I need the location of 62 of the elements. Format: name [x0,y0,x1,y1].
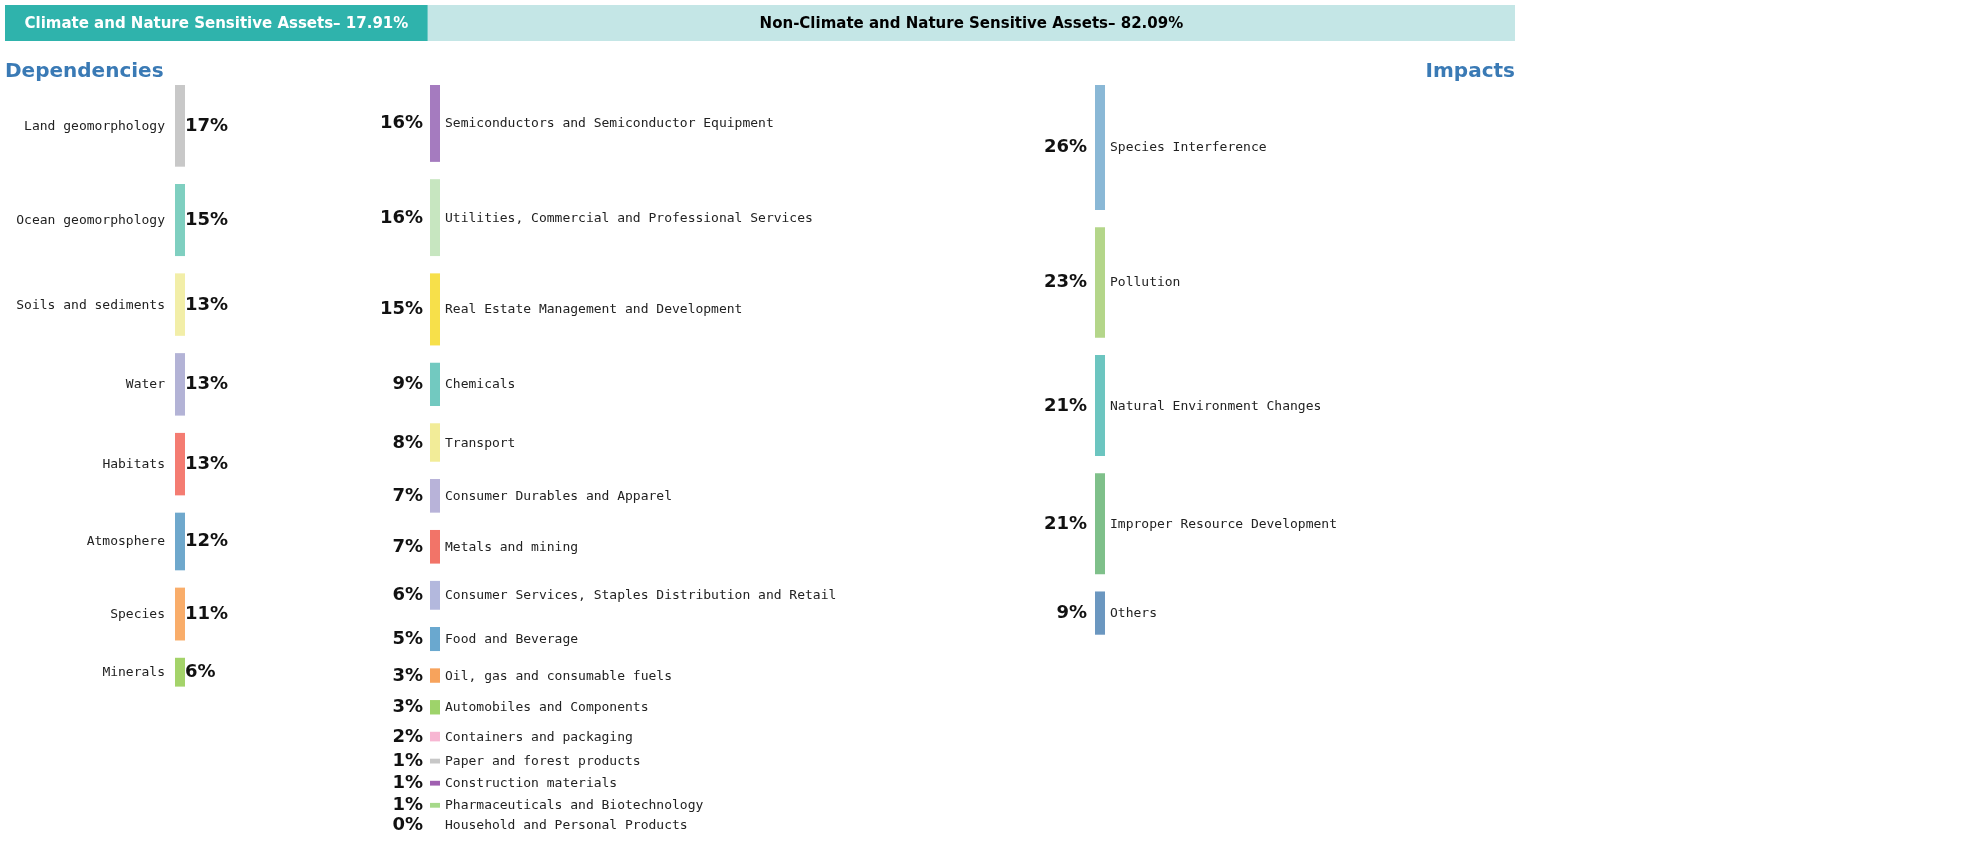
category-label: Household and Personal Products [445,817,688,832]
category-label: Semiconductors and Semiconductor Equipment [445,115,774,131]
data-label: 21% [1043,393,1087,415]
text: Non-Climate and Nature Sensitive Assets– 82.09% [759,14,1184,32]
category-label: Construction materials [445,775,618,791]
data-label: 15% [379,297,423,319]
data-label: 7% [392,483,423,505]
text: Dependencies [5,58,164,82]
category-label: Paper and forest products [445,753,641,769]
data-label: 11% [185,602,229,624]
data-label: 13% [185,292,229,314]
category-label: Improper Resource Development [1110,515,1337,531]
text: Climate and Nature Sensitive Assets– 17.91% [24,14,409,32]
data-label: 16% [379,111,423,133]
category-label: Species Interference [1110,139,1267,155]
category-label: Others [1110,605,1157,621]
category-label: Minerals [102,664,165,680]
data-label: 8% [392,430,423,452]
data-label: 2% [392,724,423,746]
category-label: Metals and mining [445,538,579,554]
data-label: 17% [185,113,229,135]
data-label: 16% [379,205,423,227]
data-label: 5% [392,627,423,649]
data-label: 9% [1056,601,1087,623]
data-label: 13% [185,452,229,474]
data-label: 1% [392,749,423,771]
data-label: 21% [1043,511,1087,533]
data-label: 1% [392,771,423,793]
category-label: Land geomorphology [24,117,166,133]
data-label: 7% [392,534,423,556]
data-label: 1% [392,793,423,815]
category-label: Natural Environment Changes [1110,397,1322,413]
data-label: 0% [392,813,423,834]
category-label: Chemicals [445,376,516,392]
category-label: Real Estate Management and Development [445,301,743,317]
data-label: 6% [392,583,423,605]
category-label: Transport [445,434,516,450]
category-label: Pharmaceuticals and Biotechnology [445,797,704,813]
data-label: 6% [185,660,216,682]
data-label: 9% [392,372,423,394]
data-label: 3% [392,695,423,717]
category-label: Soils and sediments [16,296,165,312]
category-label: Containers and packaging [445,728,633,744]
category-label: Utilities, Commercial and Professional Services [445,209,813,225]
data-label: 23% [1043,270,1087,292]
category-label: Consumer Durables and Apparel [445,487,672,503]
data-label: 3% [392,663,423,685]
category-label: Oil, gas and consumable fuels [445,667,672,683]
text: Impacts [1425,58,1515,82]
category-label: Ocean geomorphology [16,212,166,228]
category-label: Atmosphere [86,533,166,549]
category-label: Automobiles and Components [445,699,649,715]
category-label: Species [110,606,165,622]
category-label: Pollution [1110,274,1181,290]
data-label: 13% [185,372,229,394]
data-label: 12% [185,529,229,551]
category-label: Water [125,376,166,392]
category-label: Habitats [102,456,165,472]
category-label: Food and Beverage [445,631,579,647]
category-label: Consumer Services, Staples Distribution and Retail [445,587,837,603]
data-label: 26% [1043,135,1087,157]
data-label: 15% [185,208,229,230]
